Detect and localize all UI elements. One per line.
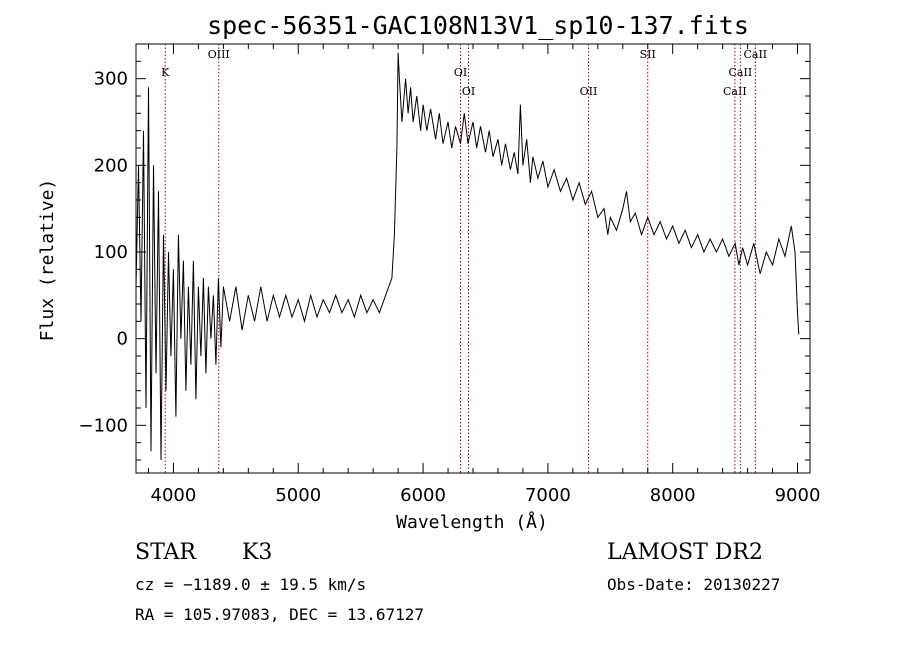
line-marker-label: K xyxy=(161,66,170,79)
x-tick-label: 8000 xyxy=(650,485,696,506)
y-axis-label: Flux (relative) xyxy=(37,179,58,342)
x-tick-label: 5000 xyxy=(275,485,321,506)
line-marker-label: OII xyxy=(580,85,598,98)
y-tick-label: 300 xyxy=(94,69,128,90)
chart-title: spec-56351-GAC108N13V1_sp10-137.fits xyxy=(207,11,749,40)
line-marker-label: CaII xyxy=(729,66,753,79)
x-tick-label: 9000 xyxy=(775,485,821,506)
line-markers: K OIII OI OI OII SII CaII CaII CaII xyxy=(161,44,767,473)
line-marker-label: CaII xyxy=(723,85,747,98)
object-class: STAR xyxy=(135,540,197,565)
x-tick-label: 6000 xyxy=(400,485,446,506)
y-tick-label: 0 xyxy=(117,329,128,350)
line-marker-label: OI xyxy=(454,66,467,79)
coords-text: RA = 105.97083, DEC = 13.67127 xyxy=(135,605,424,624)
line-marker-label: OI xyxy=(462,85,475,98)
object-subclass: K3 xyxy=(242,540,272,565)
obs-date-text: Obs-Date: 20130227 xyxy=(607,575,780,594)
plot-area: K OIII OI OI OII SII CaII CaII CaII 4000 5000 6000… xyxy=(79,43,821,506)
axis-ticks: 4000 5000 6000 7000 8000 9000 −100 0 100 200 300 xyxy=(79,43,821,506)
spectrum-line xyxy=(135,52,800,461)
y-tick-label: 200 xyxy=(94,155,128,176)
survey-name: LAMOST DR2 xyxy=(607,540,763,565)
y-tick-label: 100 xyxy=(94,242,128,263)
line-marker-label: SII xyxy=(640,48,656,61)
velocity-text: cz = −1189.0 ± 19.5 km/s xyxy=(135,575,366,594)
line-marker-label: CaII xyxy=(743,48,767,61)
plot-frame xyxy=(135,43,811,474)
line-marker-label: OIII xyxy=(208,48,230,61)
y-tick-label: −100 xyxy=(79,415,128,436)
x-axis-label: Wavelength (Å) xyxy=(396,511,548,533)
x-tick-label: 7000 xyxy=(525,485,571,506)
x-tick-label: 4000 xyxy=(151,485,197,506)
